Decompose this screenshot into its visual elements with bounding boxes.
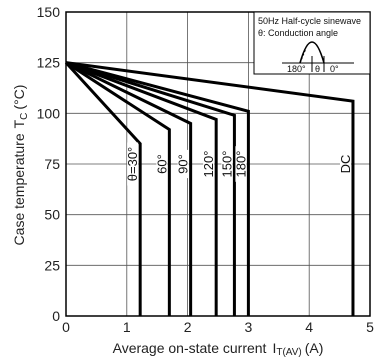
- x-tick-label: 5: [366, 319, 374, 335]
- y-axis-symbol: T: [11, 119, 27, 128]
- series-label: 180°: [233, 151, 248, 178]
- y-axis-label: Case temperature: [11, 133, 27, 245]
- x-axis-unit: (A): [305, 340, 324, 356]
- series-label: θ=30°: [125, 147, 140, 181]
- series-layer: θ=30° 60° 90° 120° 150°180° DC: [64, 61, 355, 316]
- series-label-bg: [156, 149, 168, 179]
- series-label-bg: [339, 153, 351, 175]
- legend-line-2: θ: Conduction angle: [258, 28, 338, 38]
- series-label-bg: [177, 149, 189, 179]
- series-label-bg: [203, 146, 215, 182]
- series-line: [65, 61, 193, 316]
- series-label: 150°: [219, 151, 234, 178]
- x-tick-label: 2: [184, 319, 192, 335]
- y-tick-label: 150: [37, 4, 61, 20]
- x-axis-symbol: I: [272, 340, 276, 356]
- legend-line-1: 50Hz Half-cycle sinewave: [258, 16, 361, 26]
- series-label-bg: [127, 142, 139, 186]
- plot-frame: [65, 11, 371, 317]
- legend-label-theta: θ: [315, 64, 320, 74]
- series-line: [65, 61, 250, 316]
- x-tick-label: 3: [245, 319, 253, 335]
- legend: 50Hz Half-cycle sinewave θ: Conduction a…: [253, 11, 371, 75]
- waveform-icon: [282, 41, 354, 72]
- series-label: DC: [338, 155, 353, 174]
- y-tick-label: 50: [44, 207, 60, 223]
- series-line: [65, 61, 218, 316]
- y-axis-title: Case temperature TC (°C): [11, 85, 30, 246]
- x-axis-title: Average on-state current IT(AV) (A): [113, 340, 324, 358]
- y-tick-label: 0: [52, 308, 60, 324]
- series-line: [65, 61, 355, 316]
- series-line: [64, 61, 142, 316]
- y-tick-label: 100: [37, 105, 61, 121]
- y-tick-label: 75: [44, 156, 60, 172]
- x-tick-label: 1: [123, 319, 131, 335]
- y-tick-label: 125: [37, 55, 61, 71]
- legend-label-0: 0°: [330, 64, 339, 74]
- series-line: [65, 61, 171, 316]
- x-tick-label: 0: [62, 319, 70, 335]
- legend-label-180: 180°: [287, 64, 306, 74]
- series-label: 90°: [176, 154, 191, 174]
- series-label: 60°: [154, 154, 169, 174]
- y-axis-unit: (°C): [11, 85, 27, 110]
- series-label: 120°: [201, 151, 216, 178]
- series-label-bg: [235, 146, 247, 182]
- y-tick-label: 25: [44, 257, 60, 273]
- x-tick-label: 4: [305, 319, 313, 335]
- x-axis-subscript: T(AV): [276, 347, 301, 358]
- series-line: [65, 61, 236, 316]
- y-axis-subscript: C: [19, 113, 30, 120]
- x-axis-label: Average on-state current: [113, 340, 267, 356]
- series-label-bg: [221, 146, 233, 182]
